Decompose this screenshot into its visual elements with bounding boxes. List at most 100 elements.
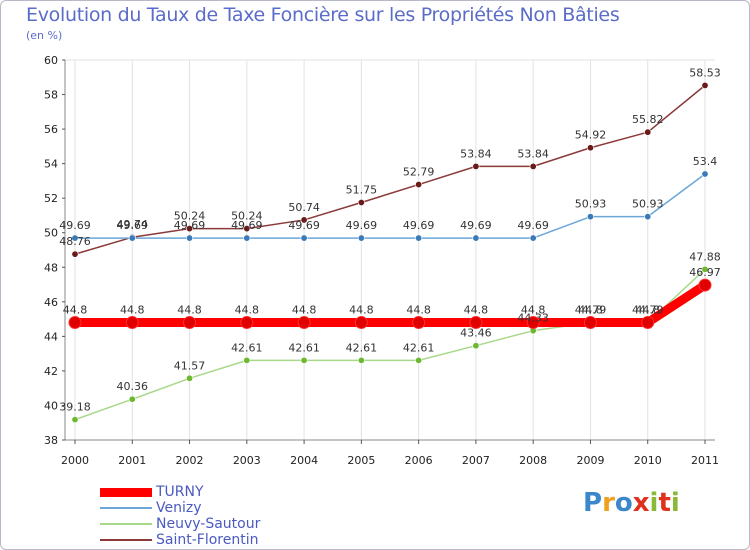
x-tick-label: 2007 bbox=[462, 454, 490, 467]
data-point bbox=[472, 234, 480, 242]
data-point bbox=[701, 170, 709, 178]
data-label: 44.8 bbox=[349, 304, 374, 317]
legend-label: TURNY bbox=[156, 484, 204, 500]
x-tick-label: 2008 bbox=[519, 454, 547, 467]
series-line-venizy bbox=[75, 173, 706, 239]
y-tick-label: 44 bbox=[44, 330, 58, 343]
data-point bbox=[472, 162, 480, 170]
data-point bbox=[469, 316, 483, 330]
data-label: 50.24 bbox=[231, 210, 263, 223]
x-tick-label: 2000 bbox=[61, 454, 89, 467]
data-label: 44.8 bbox=[177, 304, 202, 317]
data-label: 49.74 bbox=[117, 218, 149, 231]
data-point bbox=[412, 316, 426, 330]
legend-label: Venizy bbox=[156, 500, 202, 516]
data-point bbox=[125, 316, 139, 330]
x-tick-label: 2011 bbox=[691, 454, 719, 467]
data-point bbox=[415, 234, 423, 242]
data-point bbox=[243, 234, 251, 242]
data-point bbox=[300, 234, 308, 242]
chart-title: Evolution du Taux de Taxe Foncière sur l… bbox=[26, 4, 620, 26]
data-label: 50.93 bbox=[575, 198, 607, 211]
data-label: 53.4 bbox=[693, 155, 718, 168]
data-label: 53.84 bbox=[517, 147, 549, 160]
data-point bbox=[698, 278, 712, 292]
data-point bbox=[243, 356, 251, 364]
legend-swatch bbox=[100, 507, 152, 509]
data-point bbox=[586, 144, 594, 152]
data-point bbox=[529, 162, 537, 170]
y-tick-label: 58 bbox=[44, 89, 58, 102]
data-point bbox=[583, 316, 597, 330]
y-tick-label: 54 bbox=[44, 158, 58, 171]
series bbox=[68, 81, 712, 424]
data-label: 42.61 bbox=[403, 341, 435, 354]
legend-swatch bbox=[100, 487, 152, 497]
data-label: 49.69 bbox=[460, 219, 492, 232]
data-point bbox=[71, 234, 79, 242]
x-tick-label: 2001 bbox=[118, 454, 146, 467]
data-point bbox=[354, 316, 368, 330]
data-label: 47.88 bbox=[689, 250, 721, 263]
data-point bbox=[71, 250, 79, 258]
data-point bbox=[183, 316, 197, 330]
chart-unit: (en %) bbox=[26, 29, 63, 42]
data-label: 44.33 bbox=[517, 312, 549, 325]
data-label: 49.69 bbox=[288, 219, 320, 232]
data-label: 44.8 bbox=[235, 304, 260, 317]
data-label: 44.8 bbox=[635, 304, 660, 317]
data-label: 49.69 bbox=[517, 219, 549, 232]
y-tick-label: 60 bbox=[44, 54, 58, 67]
data-label: 51.75 bbox=[346, 184, 378, 197]
y-tick-label: 52 bbox=[44, 192, 58, 205]
data-point bbox=[526, 316, 540, 330]
data-label: 44.79 bbox=[575, 304, 607, 317]
data-label: 44.8 bbox=[120, 304, 145, 317]
data-point bbox=[128, 234, 136, 242]
data-point bbox=[415, 356, 423, 364]
data-label: 42.61 bbox=[231, 341, 263, 354]
data-label: 54.92 bbox=[575, 129, 607, 142]
data-label: 53.84 bbox=[460, 147, 492, 160]
y-tick-label: 50 bbox=[44, 227, 58, 240]
data-label: 58.53 bbox=[689, 66, 721, 79]
series-line-saint-florentin bbox=[74, 84, 706, 255]
data-label: 50.93 bbox=[632, 198, 664, 211]
y-tick-label: 48 bbox=[44, 261, 58, 274]
x-tick-label: 2005 bbox=[347, 454, 375, 467]
y-tick-label: 40 bbox=[44, 399, 58, 412]
y-tick-label: 42 bbox=[44, 365, 58, 378]
data-label: 44.8 bbox=[521, 304, 546, 317]
data-point bbox=[357, 234, 365, 242]
legend-label: Saint-Florentin bbox=[156, 532, 259, 548]
data-point bbox=[701, 265, 709, 273]
data-point bbox=[186, 234, 194, 242]
data-point bbox=[300, 356, 308, 364]
data-label: 44.8 bbox=[578, 304, 603, 317]
data-label: 44.8 bbox=[292, 304, 317, 317]
data-point bbox=[644, 213, 652, 221]
x-tick-label: 2002 bbox=[176, 454, 204, 467]
data-label: 46.97 bbox=[689, 266, 721, 279]
data-label: 39.18 bbox=[59, 401, 91, 414]
x-tick-label: 2006 bbox=[405, 454, 433, 467]
x-tick-label: 2010 bbox=[634, 454, 662, 467]
data-point bbox=[128, 395, 136, 403]
data-label: 50.24 bbox=[174, 210, 206, 223]
data-point bbox=[71, 416, 79, 424]
y-tick-label: 46 bbox=[44, 296, 58, 309]
axes: 38 40 42 44 46 48 50 52 54 56 58 60 2000 2001 2002 2003… bbox=[44, 54, 719, 467]
data-point bbox=[415, 181, 423, 189]
data-labels: 48.76 49.74 50.24 50.24 50.74 51.75 52.79 53.84… bbox=[59, 66, 721, 413]
data-label: 40.36 bbox=[117, 380, 149, 393]
data-label: 44.8 bbox=[464, 304, 489, 317]
legend-swatch bbox=[100, 523, 152, 525]
proxiti-logo: Proxiti bbox=[583, 488, 680, 518]
data-label: 43.46 bbox=[460, 327, 492, 340]
data-label: 52.79 bbox=[403, 166, 435, 179]
data-point bbox=[68, 316, 82, 330]
data-point bbox=[186, 374, 194, 382]
data-label: 49.69 bbox=[403, 219, 435, 232]
data-label: 44.8 bbox=[63, 304, 88, 317]
